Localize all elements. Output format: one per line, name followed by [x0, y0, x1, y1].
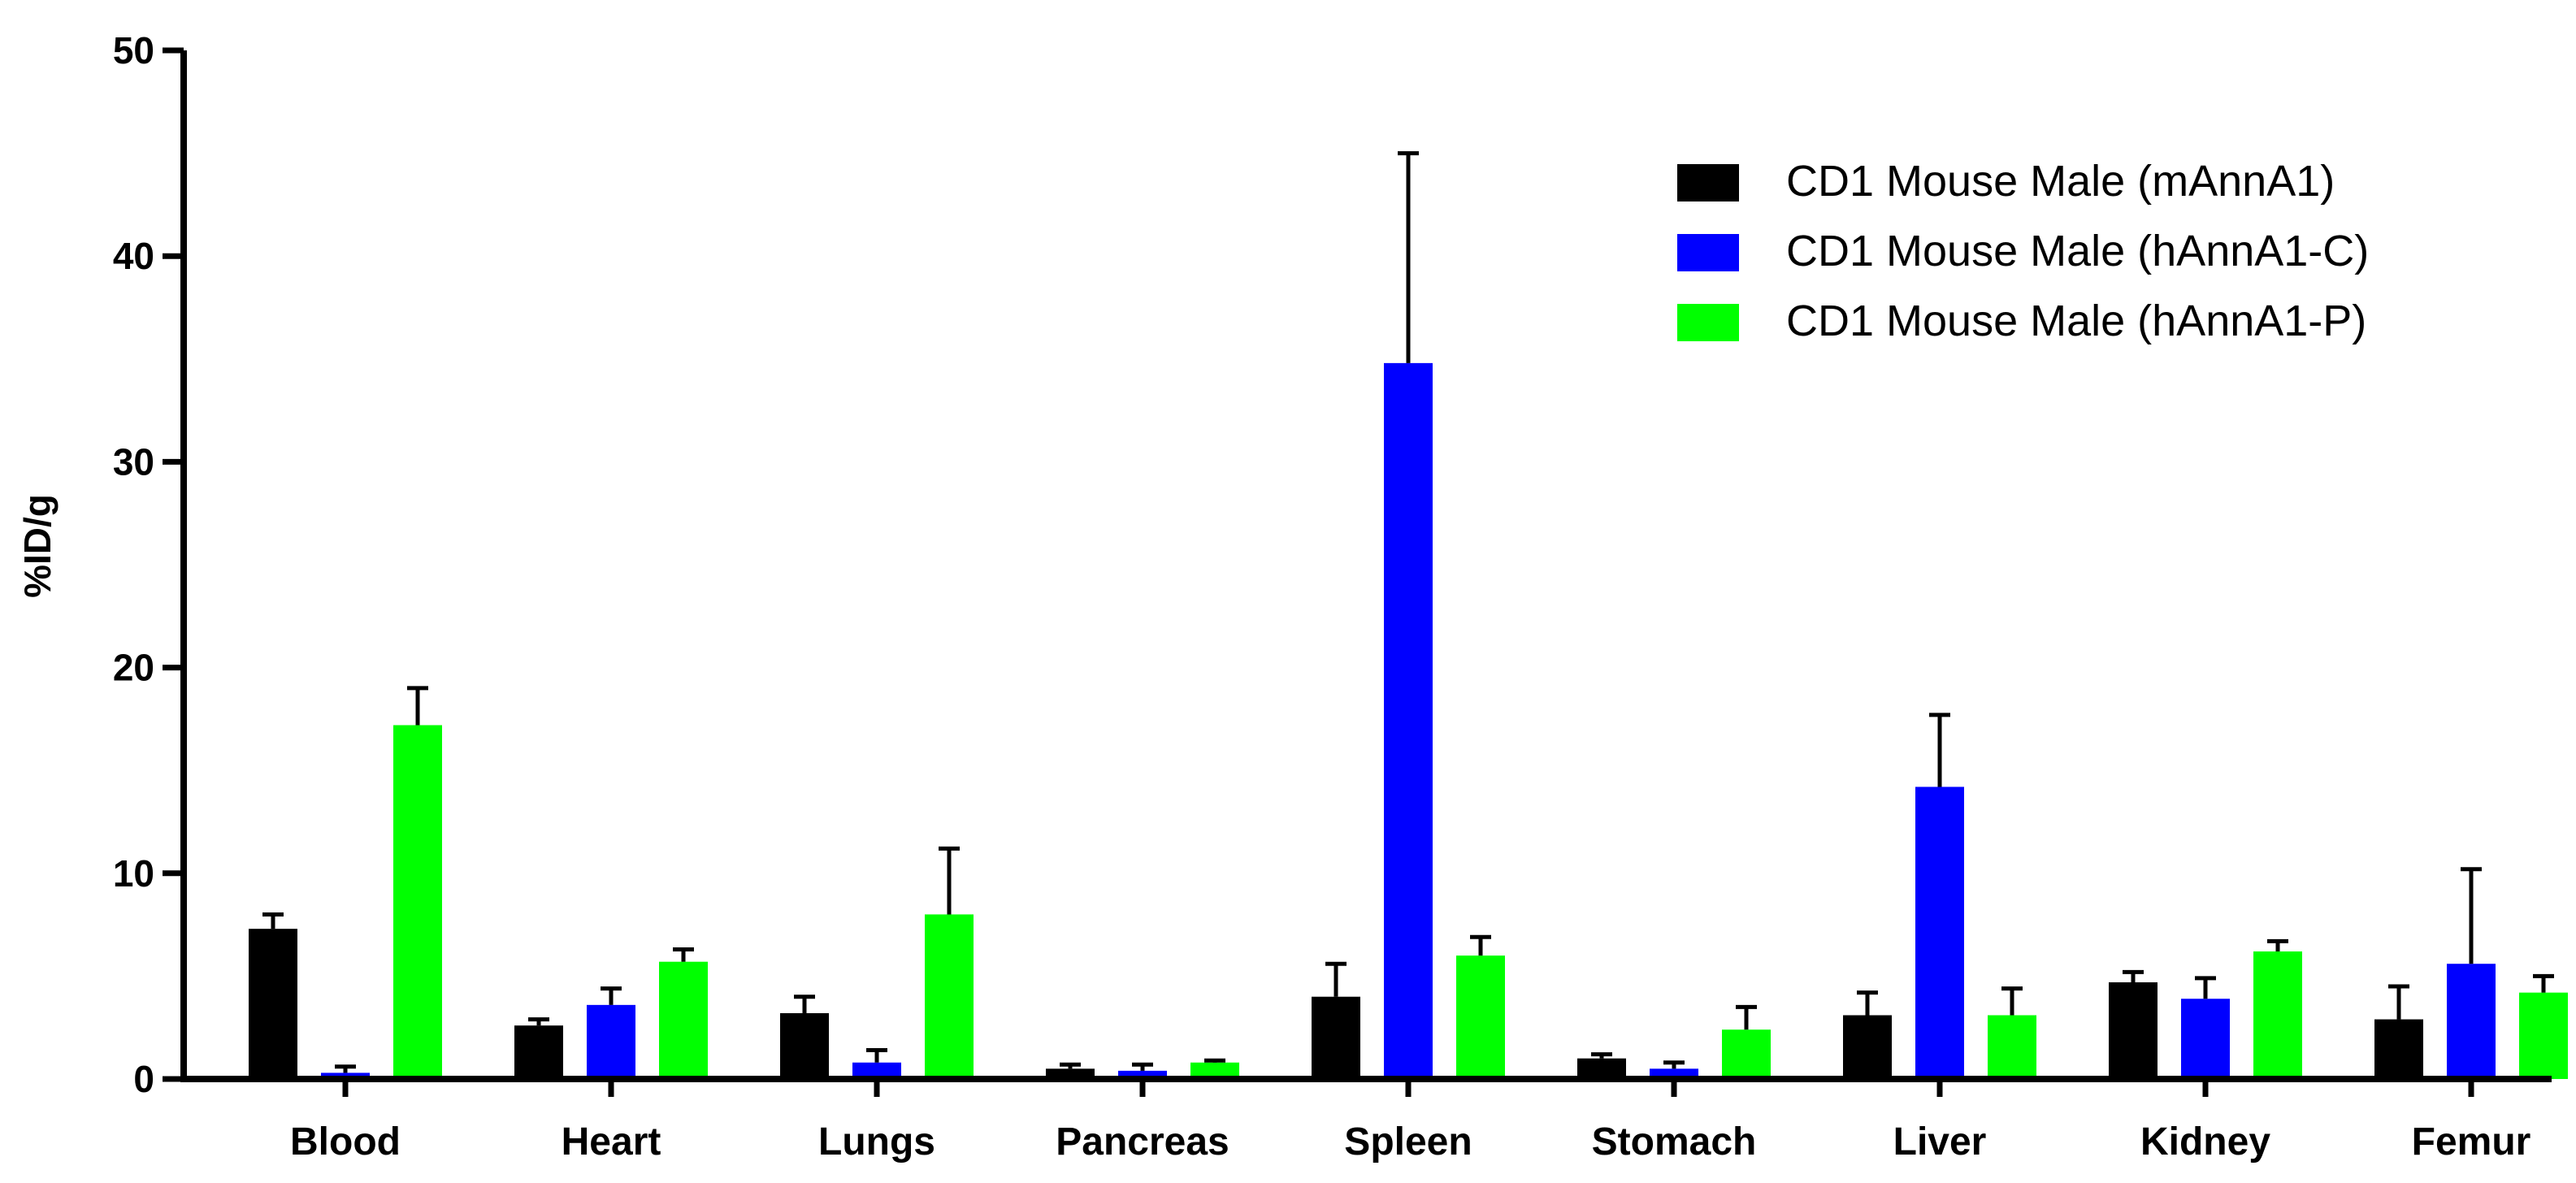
bar-blood-series-1 [249, 929, 297, 1079]
y-ticks-layer: 0 10 20 30 40 50 [113, 29, 184, 1100]
bar-blood-series-3 [393, 725, 442, 1079]
bar-lungs-series-2 [852, 1062, 901, 1079]
bars-layer [249, 362, 2568, 1079]
bar-stomach-series-1 [1577, 1058, 1626, 1079]
x-tick-label-spleen: Spleen [1344, 1120, 1472, 1164]
legend: CD1 Mouse Male (mAnnA1) CD1 Mouse Male (h… [1677, 157, 2369, 345]
bar-heart-series-3 [659, 961, 708, 1079]
x-labels-layer: Blood Heart Lungs Pancreas Spleen Stomach Live… [290, 1120, 2530, 1164]
x-tick-label-heart: Heart [562, 1120, 661, 1164]
x-tick-label-lungs: Lungs [818, 1120, 935, 1164]
y-axis-label: %ID/g [16, 494, 59, 598]
bar-kidney-series-1 [2109, 982, 2158, 1079]
bar-stomach-series-3 [1722, 1029, 1771, 1079]
bar-liver-series-3 [1988, 1015, 2036, 1079]
x-tick-label-liver: Liver [1893, 1120, 1987, 1164]
x-tick-label-femur: Femur [2412, 1120, 2531, 1164]
legend-label-series-2: CD1 Mouse Male (hAnnA1-C) [1786, 227, 2369, 275]
bar-spleen-series-1 [1312, 996, 1360, 1079]
bar-pancreas-series-2 [1118, 1070, 1167, 1079]
bar-lungs-series-1 [780, 1012, 829, 1079]
bar-liver-series-1 [1843, 1015, 1892, 1079]
x-tick-label-kidney: Kidney [2140, 1120, 2270, 1164]
x-tick-label-pancreas: Pancreas [1056, 1120, 1229, 1164]
bar-spleen-series-2 [1384, 362, 1433, 1079]
bar-heart-series-1 [514, 1025, 563, 1079]
y-tick-label-30: 30 [113, 440, 154, 483]
bar-heart-series-2 [587, 1004, 635, 1079]
bar-femur-series-1 [2374, 1019, 2423, 1079]
bar-kidney-series-3 [2253, 951, 2302, 1079]
y-tick-label-10: 10 [113, 852, 154, 895]
y-tick-label-40: 40 [113, 235, 154, 277]
error-bars-layer [262, 151, 2554, 1073]
bar-pancreas-series-3 [1190, 1062, 1239, 1079]
legend-swatch-series-3 [1677, 304, 1739, 341]
legend-label-series-3: CD1 Mouse Male (hAnnA1-P) [1786, 297, 2366, 345]
x-tick-label-stomach: Stomach [1592, 1120, 1757, 1164]
y-tick-label-0: 0 [133, 1058, 154, 1100]
legend-label-series-1: CD1 Mouse Male (mAnnA1) [1786, 157, 2335, 206]
y-tick-label-20: 20 [113, 647, 154, 689]
bar-femur-series-3 [2519, 992, 2568, 1079]
bar-femur-series-2 [2447, 964, 2496, 1079]
x-tick-label-blood: Blood [290, 1120, 401, 1164]
legend-swatch-series-2 [1677, 234, 1739, 271]
bar-lungs-series-3 [925, 914, 974, 1079]
y-tick-label-50: 50 [113, 29, 154, 72]
bar-spleen-series-3 [1456, 956, 1505, 1079]
axes-layer [180, 50, 2552, 1097]
bar-kidney-series-2 [2181, 999, 2230, 1079]
bar-liver-series-2 [1915, 786, 1964, 1079]
legend-swatch-series-1 [1677, 164, 1739, 202]
